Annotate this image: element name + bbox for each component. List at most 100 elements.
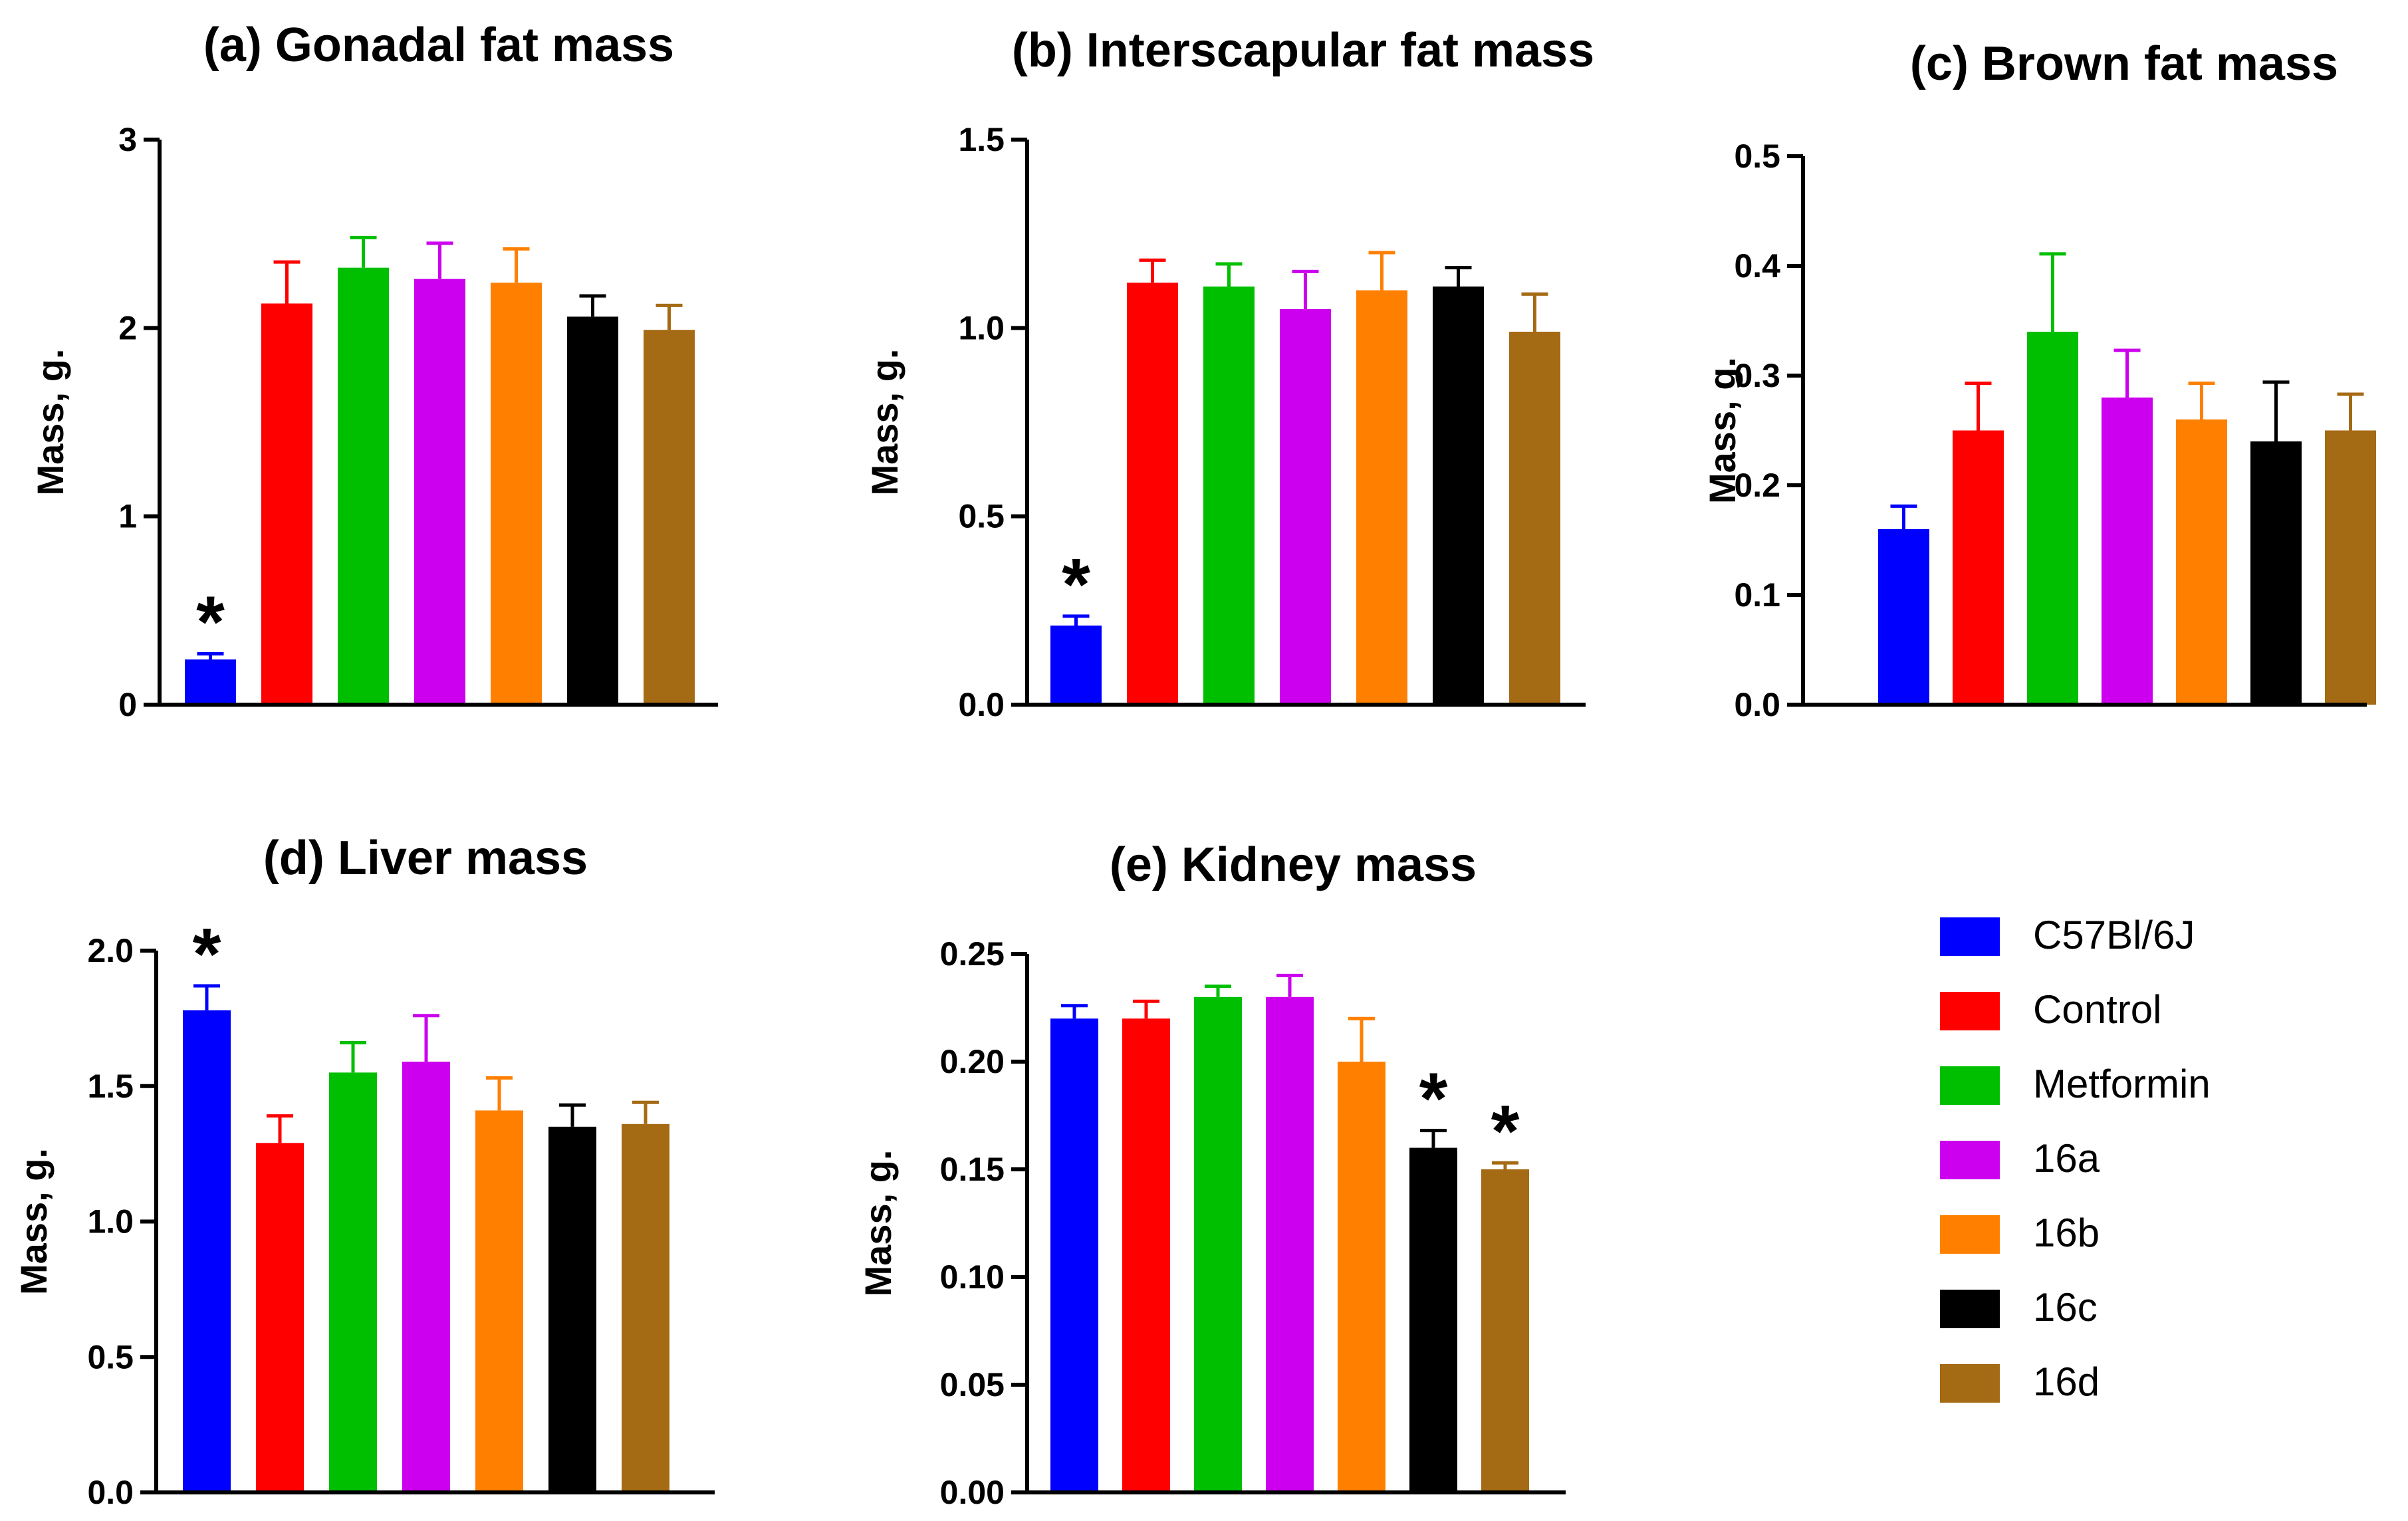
chart-panel-a: (a) Gonadal fat mass Mass, g. * 0 1 2 3: [29, 19, 718, 723]
y-tick-label: 0.1: [1734, 576, 1780, 614]
error-bar: [197, 652, 224, 659]
y-tick-label: 0.3: [1734, 357, 1780, 394]
legend-item: 16c: [1940, 1285, 2098, 1330]
bar-metformin: [2027, 332, 2078, 705]
error-bar: [579, 294, 606, 317]
bar-control: [1953, 430, 2004, 705]
error-bar: [2337, 392, 2364, 431]
y-tick-label: 0.2: [1734, 467, 1780, 504]
y-tick-label: 1.0: [958, 309, 1005, 346]
error-bar: [1492, 1161, 1518, 1169]
significance-marker: *: [1491, 1090, 1520, 1172]
bar-16c: [1433, 287, 1484, 705]
y-tick-label: 1.5: [87, 1068, 134, 1105]
y-tick-label: 0.5: [87, 1338, 134, 1375]
y-tick-label: 0.0: [958, 686, 1005, 723]
bar-16b: [1356, 290, 1407, 705]
legend-item: 16d: [1940, 1359, 2100, 1404]
y-tick-label: 0.4: [1734, 247, 1780, 285]
error-bar: [2113, 348, 2141, 398]
y-tick-label: 1.0: [87, 1203, 134, 1240]
error-bar: [1890, 504, 1917, 529]
chart-title: (a) Gonadal fat mass: [203, 19, 674, 72]
bar-16a: [402, 1062, 450, 1492]
error-bar: [340, 1041, 366, 1073]
legend-label: C57Bl/6J: [2033, 913, 2195, 957]
bar-control: [261, 303, 312, 705]
legend-swatch: [1940, 1364, 2000, 1403]
y-tick-label: 2.0: [87, 932, 134, 969]
y-tick-label: 0.5: [958, 498, 1005, 535]
chart-panel-b: (b) Interscapular fat mass Mass, g. * 0.0 0.…: [864, 24, 1594, 723]
y-tick-label: 0.25: [940, 935, 1005, 973]
bar-16c: [567, 316, 618, 705]
bar-metformin: [1203, 287, 1255, 705]
y-tick-label: 0.00: [940, 1474, 1005, 1511]
y-tick-label: 1: [118, 498, 137, 535]
error-bar: [1348, 1016, 1375, 1062]
error-bar: [1276, 973, 1303, 997]
error-bar: [503, 247, 530, 283]
bar-16d: [1509, 332, 1560, 705]
y-axis-label: Mass, g.: [864, 349, 905, 496]
significance-marker: *: [196, 582, 225, 663]
y-tick-label: 0.20: [940, 1043, 1005, 1080]
error-bar: [2039, 252, 2066, 332]
bar-control: [256, 1143, 304, 1492]
y-tick-label: 2: [118, 309, 137, 346]
chart-title: (d) Liver mass: [263, 832, 588, 885]
y-axis-label: Mass, g.: [13, 1148, 55, 1295]
y-tick-label: 1.5: [958, 121, 1005, 158]
error-bar: [1965, 382, 1992, 431]
error-bar: [1215, 262, 1243, 287]
legend-label: Metformin: [2033, 1062, 2211, 1106]
legend-item: 16b: [1940, 1211, 2100, 1255]
chart-title: (e) Kidney mass: [1110, 838, 1477, 891]
chart-panels: (a) Gonadal fat mass Mass, g. * 0 1 2 3 (b) Int…: [13, 19, 2376, 1511]
legend-swatch: [1940, 1141, 2000, 1179]
legend-label: 16d: [2033, 1359, 2100, 1404]
legend-swatch: [1940, 1290, 2000, 1328]
chart-panel-d: (d) Liver mass Mass, g. * 0.0 0.5 1.0 1.5 2.0: [13, 832, 715, 1511]
error-bar: [267, 1114, 293, 1143]
bar-16d: [644, 330, 695, 705]
bar-16b: [1338, 1062, 1385, 1492]
y-tick-label: 0.05: [940, 1366, 1005, 1403]
error-bar: [1521, 292, 1548, 332]
bar-c57bl-6j: [185, 659, 236, 705]
significance-marker: *: [1419, 1058, 1448, 1140]
bar-metformin: [1194, 996, 1242, 1492]
error-bar: [1420, 1129, 1447, 1148]
bar-c57bl-6j: [183, 1010, 231, 1492]
error-bar: [193, 984, 220, 1010]
legend-item: 16a: [1940, 1136, 2100, 1181]
y-tick-label: 0: [118, 686, 137, 723]
legend-label: Control: [2033, 987, 2161, 1032]
y-tick-label: 0.5: [1734, 138, 1780, 175]
error-bar: [1061, 1004, 1088, 1019]
error-bar: [1368, 251, 1395, 291]
error-bar: [632, 1100, 659, 1124]
error-bar: [656, 303, 683, 330]
bar-metformin: [338, 267, 389, 705]
error-bar: [559, 1103, 586, 1127]
y-tick-label: 0.0: [87, 1474, 134, 1511]
significance-marker: *: [193, 913, 221, 995]
error-bar: [2262, 380, 2290, 441]
legend: C57Bl/6J Control Metformin 16a 16b 16c 16d: [1940, 913, 2211, 1404]
bar-16d: [622, 1123, 669, 1492]
error-bar: [1133, 999, 1159, 1019]
bar-16d: [2325, 430, 2376, 705]
bar-c57bl-6j: [1050, 626, 1102, 705]
bar-16b: [2176, 419, 2227, 705]
bar-control: [1122, 1018, 1170, 1492]
bar-16a: [2102, 398, 2153, 705]
chart-title: (b) Interscapular fat mass: [1012, 24, 1594, 77]
bar-c57bl-6j: [1050, 1018, 1098, 1492]
y-axis-label: Mass, g.: [857, 1150, 899, 1297]
error-bar: [1139, 258, 1166, 283]
error-bar: [1205, 985, 1231, 997]
error-bar: [426, 241, 453, 279]
bar-c57bl-6j: [1878, 529, 1929, 705]
